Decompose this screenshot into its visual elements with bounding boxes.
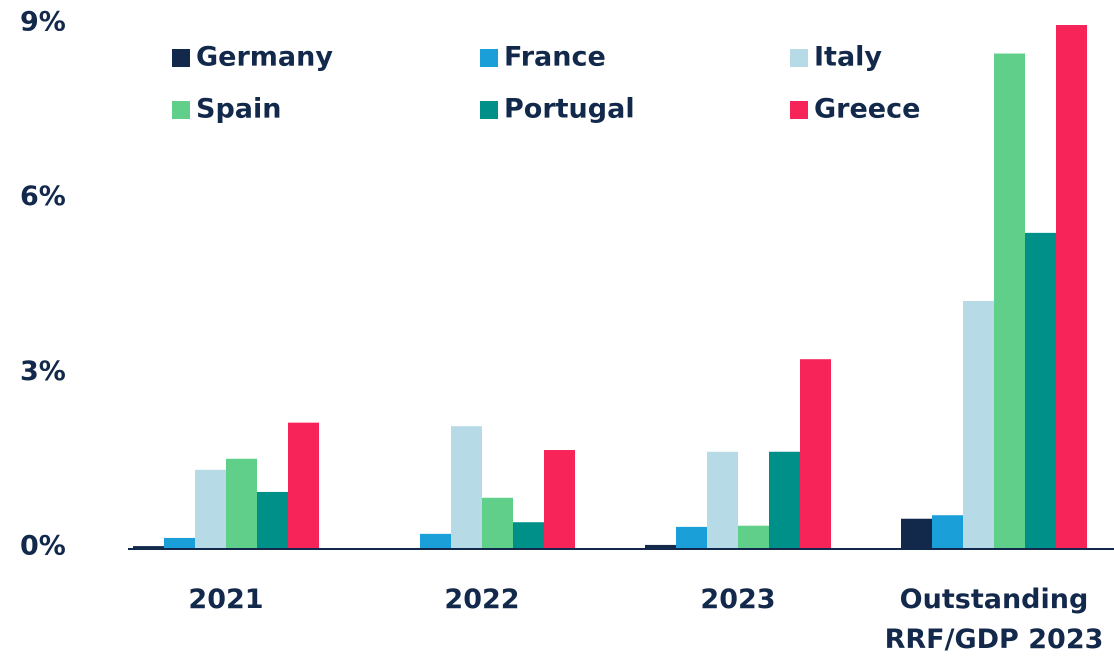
bar — [513, 522, 544, 549]
bar — [676, 526, 707, 549]
bar — [932, 515, 963, 549]
bar — [257, 491, 288, 549]
bar — [195, 469, 226, 549]
x-tick-label: 2021 — [188, 584, 264, 615]
legend-label: Greece — [814, 94, 920, 125]
bar — [901, 518, 932, 549]
legend-swatch — [172, 49, 190, 67]
bar — [133, 546, 164, 549]
bar — [482, 497, 513, 549]
y-tick-label: 9% — [20, 7, 66, 38]
legend-swatch — [790, 49, 808, 67]
bar — [1056, 25, 1087, 549]
legend-swatch — [480, 49, 498, 67]
bar — [451, 426, 482, 549]
bar — [994, 53, 1025, 549]
legend-swatch — [172, 101, 190, 119]
legend-swatch — [790, 101, 808, 119]
bar — [226, 458, 257, 549]
legend-label: Portugal — [504, 94, 635, 125]
legend-swatch — [480, 101, 498, 119]
bar — [420, 533, 451, 549]
x-tick-label: Outstanding RRF/GDP 2023 — [884, 584, 1104, 655]
y-tick-label: 6% — [20, 181, 66, 212]
bar — [645, 544, 676, 549]
x-tick-label: 2023 — [700, 584, 776, 615]
legend-label: Spain — [196, 94, 281, 125]
legend-label: Italy — [814, 42, 882, 73]
bar — [963, 300, 994, 549]
bar — [707, 451, 738, 549]
y-tick-label: 3% — [20, 356, 66, 387]
bar — [288, 422, 319, 549]
legend-label: Germany — [196, 42, 333, 73]
bar — [164, 537, 195, 549]
bar — [544, 450, 575, 549]
legend-label: France — [504, 42, 606, 73]
bar — [800, 359, 831, 549]
bar — [1025, 232, 1056, 549]
y-tick-label: 0% — [20, 531, 66, 562]
bar — [738, 525, 769, 549]
x-tick-label: 2022 — [444, 584, 520, 615]
bar — [769, 451, 800, 549]
